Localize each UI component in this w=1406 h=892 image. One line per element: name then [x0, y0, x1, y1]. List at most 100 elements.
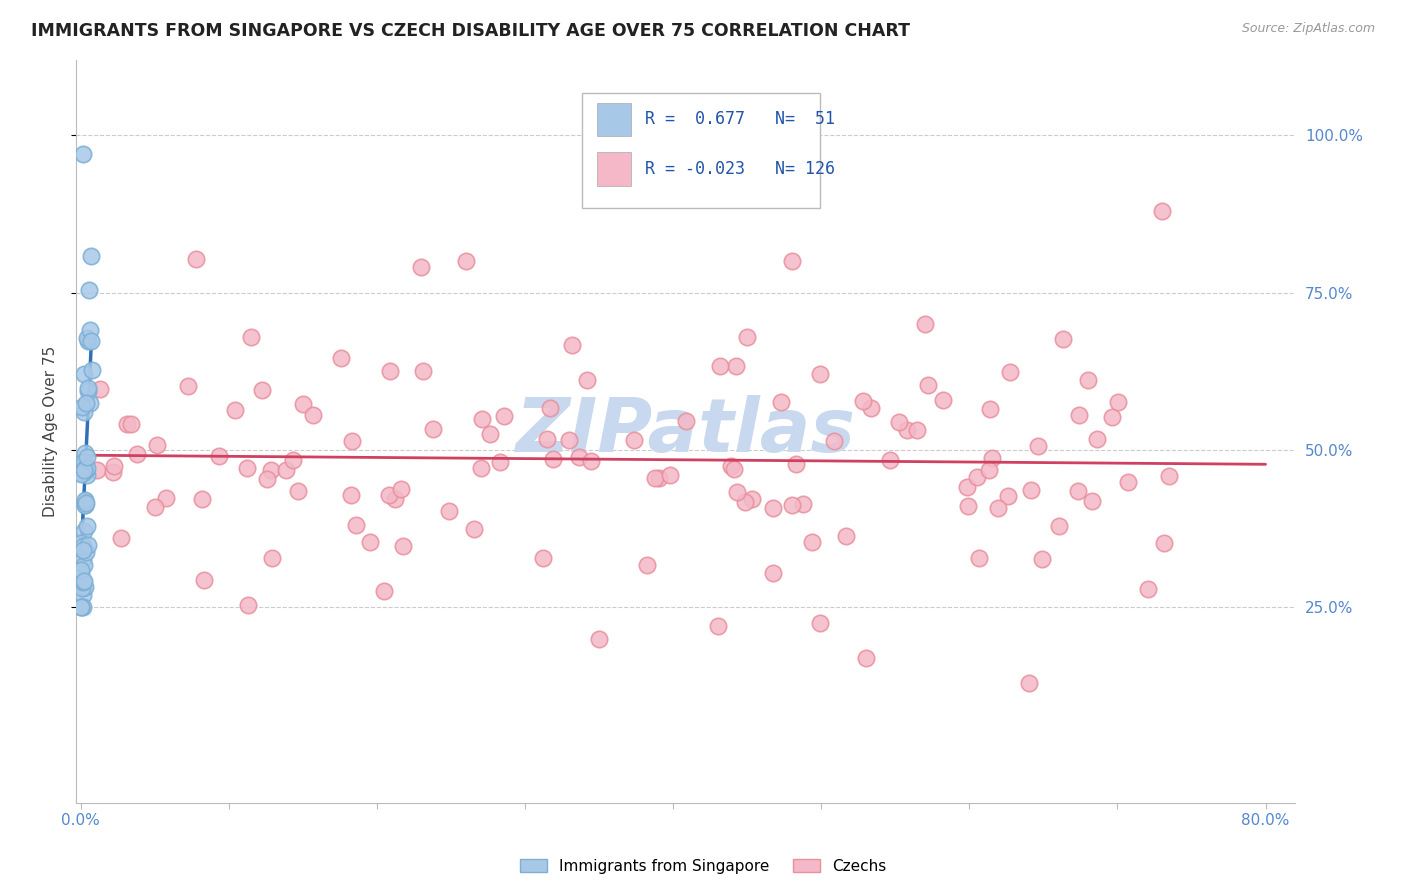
- Point: [709, 359, 731, 373]
- Point: [780, 254, 803, 268]
- Point: [422, 422, 444, 436]
- Text: Source: ZipAtlas.com: Source: ZipAtlas.com: [1241, 22, 1375, 36]
- Bar: [596, 103, 631, 136]
- Point: [762, 566, 785, 580]
- Point: [986, 500, 1008, 515]
- Point: [191, 492, 214, 507]
- Point: [855, 650, 877, 665]
- Point: [1018, 676, 1040, 690]
- Point: [235, 461, 257, 475]
- Point: [359, 535, 381, 549]
- Point: [896, 423, 918, 437]
- Point: [75, 545, 97, 559]
- Point: [344, 517, 367, 532]
- Point: [623, 434, 645, 448]
- Point: [392, 539, 415, 553]
- Point: [340, 434, 363, 448]
- Point: [73, 463, 96, 477]
- Point: [706, 619, 728, 633]
- Point: [1052, 332, 1074, 346]
- Point: [966, 470, 988, 484]
- Point: [1049, 518, 1071, 533]
- Point: [79, 283, 101, 297]
- Point: [80, 249, 103, 263]
- Point: [538, 401, 561, 416]
- Point: [1150, 203, 1173, 218]
- Point: [1067, 483, 1090, 498]
- Point: [73, 455, 96, 469]
- Point: [969, 550, 991, 565]
- Point: [75, 396, 97, 410]
- Text: R = -0.023   N= 126: R = -0.023 N= 126: [645, 160, 835, 178]
- Point: [76, 468, 98, 483]
- Point: [146, 437, 169, 451]
- Point: [72, 574, 94, 588]
- Point: [808, 616, 831, 631]
- Point: [648, 470, 671, 484]
- Point: [75, 580, 97, 594]
- Point: [75, 463, 97, 477]
- Point: [75, 493, 97, 508]
- Point: [887, 416, 910, 430]
- Point: [675, 414, 697, 428]
- Text: ZIPatlas: ZIPatlas: [516, 394, 856, 467]
- Point: [73, 461, 96, 475]
- Point: [125, 447, 148, 461]
- Point: [301, 408, 323, 422]
- Text: IMMIGRANTS FROM SINGAPORE VS CZECH DISABILITY AGE OVER 75 CORRELATION CHART: IMMIGRANTS FROM SINGAPORE VS CZECH DISAB…: [31, 22, 910, 40]
- Legend: Immigrants from Singapore, Czechs: Immigrants from Singapore, Czechs: [513, 853, 893, 880]
- Point: [72, 551, 94, 566]
- Point: [470, 460, 492, 475]
- Point: [576, 373, 599, 387]
- Point: [1031, 551, 1053, 566]
- Point: [378, 488, 401, 502]
- Point: [725, 484, 748, 499]
- Point: [77, 384, 100, 399]
- Point: [561, 337, 583, 351]
- Point: [287, 483, 309, 498]
- Point: [77, 538, 100, 552]
- Point: [531, 550, 554, 565]
- Point: [70, 456, 93, 470]
- Point: [1116, 475, 1139, 489]
- Point: [177, 379, 200, 393]
- Point: [72, 581, 94, 595]
- Point: [70, 600, 93, 615]
- Point: [281, 453, 304, 467]
- Point: [72, 368, 94, 382]
- Point: [1069, 408, 1091, 422]
- Point: [800, 535, 823, 549]
- Point: [110, 531, 132, 545]
- Point: [808, 368, 831, 382]
- Point: [76, 331, 98, 345]
- Point: [256, 472, 278, 486]
- Point: [998, 365, 1021, 379]
- Point: [956, 480, 979, 494]
- Point: [143, 500, 166, 515]
- Point: [979, 401, 1001, 416]
- Point: [330, 351, 353, 365]
- Point: [1157, 468, 1180, 483]
- Point: [735, 329, 758, 343]
- Point: [77, 334, 100, 348]
- Point: [1153, 536, 1175, 550]
- Point: [568, 450, 591, 464]
- Point: [581, 453, 603, 467]
- Point: [103, 465, 125, 479]
- Point: [80, 334, 103, 349]
- Point: [1081, 494, 1104, 508]
- Point: [956, 499, 979, 513]
- Point: [72, 147, 94, 161]
- Point: [73, 492, 96, 507]
- Point: [70, 566, 93, 580]
- Point: [1026, 439, 1049, 453]
- Point: [70, 536, 93, 550]
- Point: [471, 412, 494, 426]
- Point: [792, 497, 814, 511]
- Point: [541, 452, 564, 467]
- Point: [72, 588, 94, 602]
- Point: [70, 400, 93, 414]
- Point: [260, 463, 283, 477]
- Point: [73, 405, 96, 419]
- Point: [723, 462, 745, 476]
